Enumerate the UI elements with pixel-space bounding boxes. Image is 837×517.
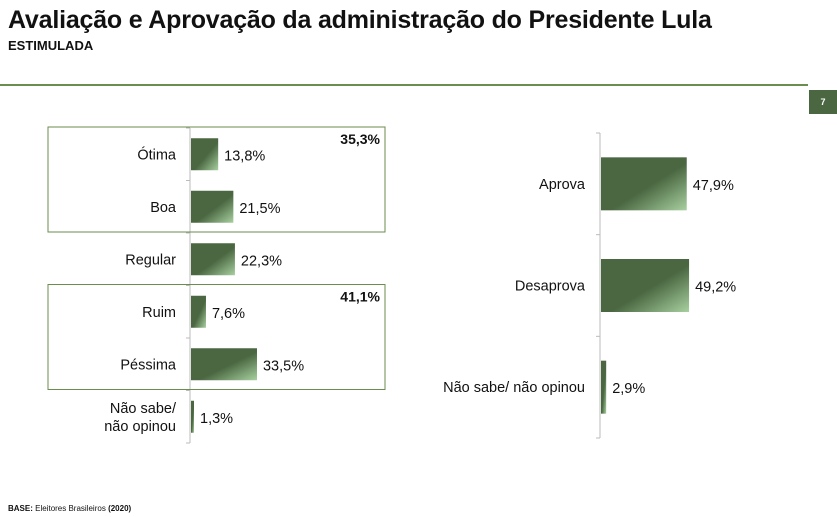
group-total: 41,1% [340,289,380,305]
group-total: 35,3% [340,131,380,147]
data-label: 13,8% [224,148,265,164]
page-title: Avaliação e Aprovação da administração d… [8,6,712,34]
data-label: 7,6% [212,306,245,322]
data-label: 2,9% [612,381,645,397]
group-box [47,126,386,233]
data-label: 33,5% [263,358,304,374]
category-label: Péssima [120,357,177,373]
bar [191,243,235,276]
bar [601,157,687,211]
footer-base: BASE: Eleitores Brasileiros (2020) [8,504,131,513]
page-subtitle: ESTIMULADA [8,38,94,53]
data-label: 47,9% [693,178,734,194]
data-label: 21,5% [239,201,280,217]
bar [601,259,690,312]
data-label: 49,2% [695,280,736,296]
base-year: (2020) [108,504,132,513]
data-label: 22,3% [241,253,282,269]
category-label: Ótima [137,146,177,163]
category-label: Regular [125,252,176,268]
category-label: Boa [150,200,177,216]
category-label: Não sabe/ não opinou [443,380,585,396]
base-text: Eleitores Brasileiros [35,504,106,513]
bar [191,295,206,328]
category-label: Aprova [539,177,586,193]
page-number: 7 [809,90,837,114]
header-divider [0,84,808,86]
category-label: Não sabe/não opinou [104,401,177,435]
bar [191,138,219,171]
data-label: 1,3% [200,411,233,427]
base-label: BASE: [8,504,33,513]
group-box [47,284,386,390]
category-label: Ruim [142,305,176,321]
bar [191,190,234,223]
bar [191,400,194,433]
bar [601,360,607,414]
category-label: Desaprova [515,279,586,295]
bar [191,348,257,381]
